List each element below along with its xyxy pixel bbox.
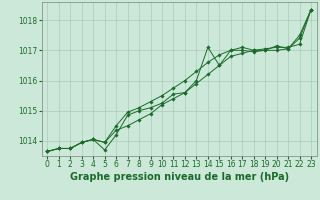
X-axis label: Graphe pression niveau de la mer (hPa): Graphe pression niveau de la mer (hPa) bbox=[70, 172, 289, 182]
